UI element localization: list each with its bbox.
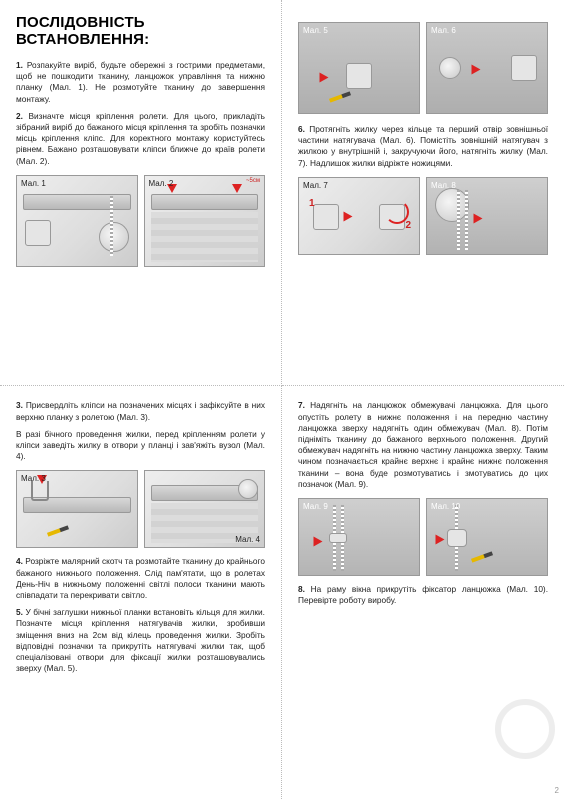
step-2: 2. Визначте місця кріплення ролети. Для … (16, 111, 265, 167)
clip-icon (31, 481, 49, 501)
step-1: 1. Розпакуйте виріб, будьте обережні з г… (16, 60, 265, 105)
section-top-left: ПОСЛІДОВНІСТЬ ВСТАНОВЛЕННЯ: 1. Розпакуйт… (0, 0, 282, 386)
figure-9-label: Мал. 9 (303, 502, 328, 511)
tensioner-icon (346, 63, 372, 89)
figure-6: Мал. 6 (426, 22, 548, 114)
figure-2: Мал. 2 ~5см (144, 175, 266, 267)
figure-10-label: Мал. 10 (431, 502, 460, 511)
figure-3-label: Мал. 3 (21, 474, 46, 483)
figure-4-label: Мал. 4 (235, 535, 260, 544)
chain-icon (457, 190, 460, 250)
arrow-icon (474, 213, 483, 223)
tensioner-part-icon (511, 55, 537, 81)
dimension-label: ~5см (246, 178, 260, 184)
figure-3: Мал. 3 (16, 470, 138, 548)
step-5-text: У бічні заглушки нижньої планки встанові… (16, 607, 265, 673)
step-1-text: Розпакуйте виріб, будьте обережні з гост… (16, 60, 265, 104)
marker-1: 1 (309, 198, 315, 209)
step-8-text: На раму вікна прикрутіть фіксатор ланцюж… (298, 584, 548, 605)
step-6: 6. Протягніть жилку через кільце та перш… (298, 124, 548, 169)
roller-bar-icon (23, 194, 131, 210)
watermark-icon (495, 699, 555, 759)
arrow-icon (344, 211, 353, 221)
step-3b-text: В разі бічного проведення жилки, перед к… (16, 429, 265, 461)
page-title: ПОСЛІДОВНІСТЬ ВСТАНОВЛЕННЯ: (16, 14, 265, 48)
figure-row-1: Мал. 1 Мал. 2 ~5см (16, 175, 265, 267)
step-8: 8. На раму вікна прикрутіть фіксатор лан… (298, 584, 548, 606)
figure-7-label: Мал. 7 (303, 181, 328, 190)
arrow-icon (472, 65, 481, 75)
figure-5: Мал. 5 (298, 22, 420, 114)
figure-2-label: Мал. 2 (149, 179, 174, 188)
step-4: 4. Розріжте малярний скотч та розмотайте… (16, 556, 265, 601)
inner-part-icon (313, 204, 339, 230)
figure-10: Мал. 10 (426, 498, 548, 576)
figure-row-5: Мал. 9 Мал. 10 (298, 498, 548, 576)
step-2-text: Визначте місця кріплення ролети. Для цьо… (16, 111, 265, 166)
section-top-right: Мал. 5 Мал. 6 6. Протягніть жилку через … (282, 0, 564, 386)
figure-4: Мал. 4 (144, 470, 266, 548)
arrow-icon (436, 534, 445, 544)
figure-8-label: Мал. 8 (431, 181, 456, 190)
chain-icon (110, 196, 113, 256)
screwdriver-icon (329, 91, 351, 102)
arrow-icon (320, 73, 329, 83)
chain-icon (465, 190, 468, 250)
figure-7: Мал. 7 1 2 (298, 177, 420, 255)
page-number: 2 (555, 786, 559, 795)
section-bottom-right: 7. Надягніть на ланцюжок обмежувачі ланц… (282, 386, 564, 799)
figure-row-3: Мал. 7 1 2 Мал. 8 (298, 177, 548, 255)
step-5: 5. У бічні заглушки нижньої планки встан… (16, 607, 265, 674)
step-3a-text: Присвердліть кліпси на позначених місцях… (16, 400, 265, 421)
screwdriver-icon (47, 526, 69, 537)
mechanism-wheel-icon (435, 188, 469, 222)
figure-8: Мал. 8 (426, 177, 548, 255)
parts-icon (25, 220, 51, 246)
figure-row-4: Мал. 3 Мал. 4 (16, 470, 265, 548)
marker-2: 2 (405, 220, 411, 231)
step-7: 7. Надягніть на ланцюжок обмежувачі ланц… (298, 400, 548, 490)
figure-row-2: Мал. 5 Мал. 6 (298, 22, 548, 114)
roller-end-icon (99, 222, 129, 252)
figure-1: Мал. 1 (16, 175, 138, 267)
figure-6-label: Мал. 6 (431, 26, 456, 35)
screwdriver-icon (471, 551, 493, 562)
fabric-icon (151, 212, 259, 262)
ring-icon (439, 57, 461, 79)
step-3: 3. Присвердліть кліпси на позначених міс… (16, 400, 265, 422)
section-bottom-left: 3. Присвердліть кліпси на позначених міс… (0, 386, 282, 799)
step-7-text: Надягніть на ланцюжок обмежувачі ланцюжк… (298, 400, 548, 488)
figure-1-label: Мал. 1 (21, 179, 46, 188)
figure-5-label: Мал. 5 (303, 26, 328, 35)
arrow-icon (232, 184, 242, 193)
chain-holder-icon (447, 529, 467, 547)
rotate-arrow-icon (385, 200, 409, 224)
roller-bar-icon (151, 194, 259, 210)
step-4-text: Розріжте малярний скотч та розмотайте тк… (16, 556, 265, 600)
step-6-text: Протягніть жилку через кільце та перший … (298, 124, 548, 168)
limiter-icon (329, 533, 347, 543)
step-3b: В разі бічного проведення жилки, перед к… (16, 429, 265, 463)
arrow-icon (314, 536, 323, 546)
figure-9: Мал. 9 (298, 498, 420, 576)
